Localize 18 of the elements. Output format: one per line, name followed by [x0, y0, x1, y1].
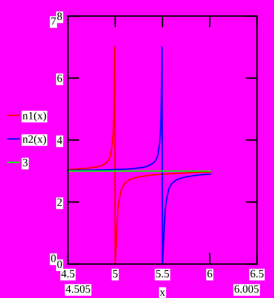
text: 7	[51, 17, 56, 25]
x-tick-label: 4.5	[61, 270, 74, 278]
legend-label: 3	[22, 158, 28, 166]
x-axis-title: x	[160, 290, 166, 296]
y-tick-label: 6	[57, 74, 62, 82]
y-tick-label: 2	[57, 198, 62, 206]
x-tick-label: 5.5	[156, 270, 169, 278]
x-tick-label: 5	[113, 270, 118, 278]
text: 6.005	[234, 285, 259, 293]
text: 4.505	[66, 285, 90, 293]
legend-label: n1(x)	[22, 112, 46, 122]
y-tick-label: 4	[57, 136, 62, 144]
legend-label: n2(x)	[22, 135, 46, 146]
x-tick-label: 6.5	[250, 270, 264, 278]
y-tick-label: 8	[57, 12, 62, 20]
x-tick-label: 6	[207, 270, 212, 278]
y-tick-label: 0	[57, 260, 62, 268]
text: 0	[51, 254, 56, 262]
